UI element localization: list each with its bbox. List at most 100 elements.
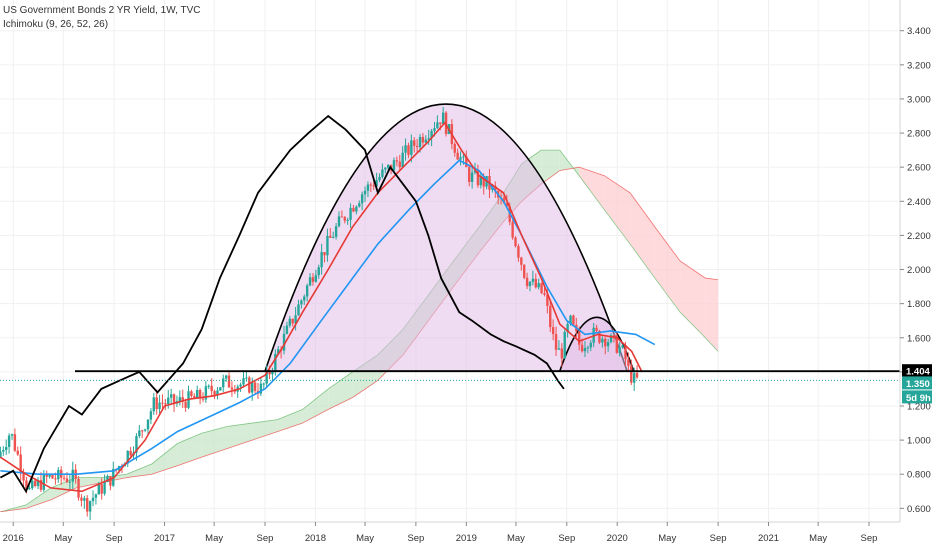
candle-body — [326, 235, 329, 256]
cloud-segment — [26, 487, 51, 509]
candle — [51, 474, 54, 479]
candle-body — [13, 434, 17, 451]
time-tick-label: May — [809, 533, 827, 544]
candle — [291, 318, 294, 327]
candle-body — [332, 236, 335, 238]
candle — [540, 282, 543, 295]
candle-body — [349, 207, 352, 220]
candle-body — [28, 488, 31, 490]
candle — [401, 146, 404, 168]
candle — [329, 228, 332, 238]
candle-body — [268, 370, 271, 375]
candle — [152, 392, 155, 415]
candle-body — [201, 398, 205, 400]
candle-body — [219, 387, 222, 391]
candle — [468, 164, 471, 187]
time-tick-label: 2016 — [3, 533, 24, 544]
time-tick-label: 2020 — [607, 533, 628, 544]
candle-body — [358, 203, 361, 207]
candle-body — [311, 277, 315, 282]
candle-body — [566, 323, 569, 332]
candle-body — [303, 296, 306, 301]
candle-body — [71, 469, 74, 482]
candle — [141, 429, 144, 439]
candle-body — [580, 344, 584, 352]
candle — [479, 173, 482, 189]
candle-body — [415, 145, 419, 148]
cloud-segment — [705, 278, 719, 352]
candle — [222, 374, 225, 392]
candle — [193, 393, 196, 399]
candle-body — [329, 235, 332, 238]
candle — [528, 281, 532, 292]
candle-body — [598, 330, 601, 343]
candle — [13, 428, 17, 453]
candle-body — [7, 435, 11, 448]
candle — [305, 283, 309, 302]
cloud-segment — [579, 167, 605, 210]
candle — [36, 477, 40, 490]
candle-body — [589, 342, 592, 348]
candle — [381, 163, 384, 179]
candle — [109, 475, 112, 491]
candle-body — [141, 430, 144, 432]
candle — [549, 300, 552, 333]
candle-body — [615, 335, 619, 353]
candle-body — [384, 167, 387, 170]
candle-body — [167, 397, 170, 405]
candle-body — [103, 481, 106, 494]
candle — [352, 204, 355, 213]
candle — [534, 273, 537, 289]
candle — [303, 294, 306, 305]
candle-body — [479, 175, 482, 186]
candle-body — [337, 216, 341, 227]
candle — [392, 157, 396, 171]
candle — [178, 390, 182, 406]
candle — [210, 378, 213, 396]
cloud-segment — [277, 409, 303, 432]
price-tick-label: 0.600 — [907, 504, 931, 515]
candle — [525, 272, 529, 289]
candle-body — [459, 157, 462, 160]
candle-body — [407, 145, 410, 155]
candle-body — [308, 277, 312, 286]
candle — [470, 167, 474, 189]
candle — [514, 236, 517, 248]
candle — [618, 341, 621, 357]
candle-body — [560, 348, 564, 359]
support-price-badge-box — [902, 364, 932, 378]
candle — [375, 172, 378, 188]
candle-body — [314, 275, 318, 282]
candle-body — [94, 494, 98, 498]
candle-body — [88, 501, 92, 512]
chart-title: US Government Bonds 2 YR Yield, 1W, TVC — [3, 5, 201, 16]
candle-body — [473, 170, 477, 173]
candle-body — [514, 237, 517, 247]
cloud-segment — [630, 192, 655, 279]
candle — [242, 370, 245, 388]
candle — [7, 433, 11, 454]
candle-body — [511, 221, 514, 238]
candle-body — [436, 122, 439, 129]
pattern-small-dome — [558, 316, 635, 372]
candle — [135, 433, 138, 461]
candle-body — [525, 277, 529, 287]
base-line — [0, 159, 656, 476]
candle-body — [204, 386, 208, 400]
candle-body — [334, 226, 338, 237]
candle — [271, 367, 274, 382]
cloud-segment — [201, 426, 227, 458]
candle — [366, 181, 370, 198]
support-price-badge-text: 1.404 — [906, 367, 930, 378]
candle-body — [77, 478, 80, 498]
candle — [557, 340, 561, 350]
candle-body — [604, 338, 607, 347]
candle-body — [618, 347, 621, 353]
candle-body — [300, 300, 303, 305]
candle — [77, 476, 80, 501]
indicator-label[interactable]: Ichimoku (9, 26, 52, 26) — [3, 19, 109, 30]
candle — [146, 419, 150, 435]
candle — [216, 386, 219, 400]
